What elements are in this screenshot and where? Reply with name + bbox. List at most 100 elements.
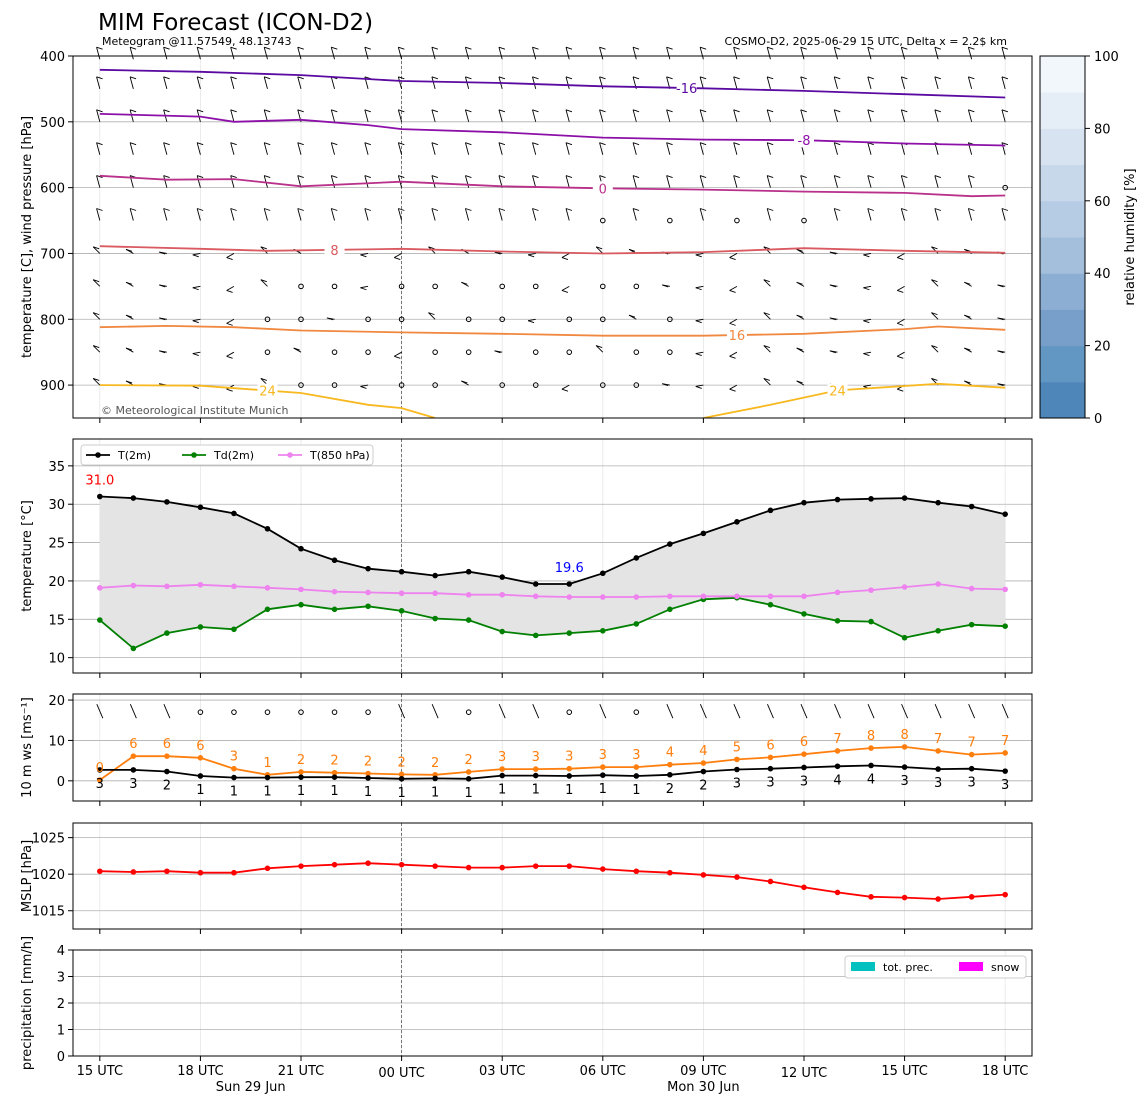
wind-barb-icon	[1001, 208, 1006, 221]
wind-barb-icon	[599, 47, 604, 60]
wind-barb-flag	[264, 76, 271, 80]
wind-barb-flag	[197, 109, 204, 113]
copyright-label: © Meteorological Institute Munich	[101, 404, 288, 417]
wind-barb-flag	[498, 76, 506, 80]
wind-barb-icon	[666, 142, 671, 155]
wind-barb-flag	[763, 279, 770, 283]
colorbar-label: relative humidity [%]	[1123, 168, 1138, 305]
wind-value-label: 1	[565, 783, 573, 798]
chart-subtitle-right: COSMO-D2, 2025-06-29 15 UTC, Delta x = 2…	[724, 35, 1007, 48]
wind-barb-flag	[331, 109, 338, 113]
wind-barb-icon	[565, 142, 570, 155]
wind-barb-icon	[92, 279, 101, 287]
data-point	[868, 762, 874, 769]
wind-barb-icon	[931, 246, 939, 254]
gust-value-label: 0	[96, 761, 104, 776]
wind-barb-flag	[733, 142, 740, 146]
wind-barb-icon	[263, 109, 268, 122]
data-point	[365, 770, 371, 777]
wind-barb-icon	[733, 109, 738, 122]
wind-barb-flag	[897, 322, 904, 326]
calm-wind-icon	[1002, 184, 1008, 191]
wind-barb-icon	[901, 703, 908, 719]
data-point	[97, 868, 103, 875]
wind-barb-icon	[431, 208, 436, 221]
wind-barb-flag	[264, 175, 271, 179]
wind-barb-flag	[125, 314, 133, 318]
data-point	[968, 894, 975, 900]
data-point	[700, 872, 707, 878]
data-point	[633, 621, 640, 627]
series-line	[99, 495, 1006, 585]
wind-barb-icon	[360, 253, 369, 256]
wind-barb-flag	[431, 175, 439, 179]
wind-barb-flag	[532, 109, 539, 113]
calm-wind-icon	[633, 709, 640, 715]
wind-barb-flag	[297, 142, 304, 146]
wind-barb-flag	[129, 208, 137, 211]
data-point	[801, 593, 807, 600]
isotherm-label-bg	[676, 80, 697, 95]
wind-barb-icon	[867, 109, 872, 122]
y-tick-label: 1020	[32, 868, 65, 883]
wind-barb-flag	[964, 248, 971, 252]
wind-barb-flag	[931, 246, 938, 250]
y-tick-label: 15	[48, 613, 65, 628]
colorbar-tick-label: 80	[1094, 122, 1111, 137]
wind-barb-flag	[964, 314, 971, 318]
y-tick-label: 500	[40, 116, 65, 131]
wind-barb-flag	[800, 175, 807, 179]
wind-barb-icon	[967, 175, 973, 188]
data-point	[700, 768, 707, 775]
colorbar-swatch	[1040, 128, 1085, 166]
data-point	[398, 771, 405, 778]
data-point	[264, 606, 271, 613]
wind-barb-flag	[901, 76, 908, 80]
wind-barb-icon	[934, 175, 939, 188]
wind-value-label: 3	[900, 774, 908, 789]
wind-barb-icon	[729, 351, 738, 357]
calm-wind-icon	[398, 283, 405, 290]
wind-barb-flag	[729, 388, 736, 392]
wind-barb-icon	[934, 208, 939, 221]
wind-barb-icon	[129, 76, 134, 90]
data-point	[566, 773, 573, 779]
data-point	[499, 864, 506, 871]
wind-barb-icon	[800, 175, 805, 188]
isotherm-label: 24	[259, 385, 276, 400]
wind-value-label: 3	[129, 777, 137, 792]
wind-barb-icon	[565, 76, 570, 90]
colorbar-swatch	[1040, 200, 1085, 238]
data-point	[834, 748, 841, 754]
wind-barb-flag	[398, 46, 405, 50]
wind-barb-icon	[833, 76, 838, 90]
calm-wind-icon	[365, 709, 371, 715]
wind-barb-flag	[800, 109, 807, 113]
wind-barb-icon	[96, 208, 101, 221]
y-axis-label: MSLP [hPa]	[20, 840, 35, 912]
wind-barb-icon	[532, 208, 537, 221]
wind-barb-flag	[829, 350, 837, 354]
wind-barb-icon	[632, 175, 637, 188]
gust-value-label: 3	[230, 750, 238, 765]
wind-barb-flag	[628, 314, 636, 318]
date-label: Sun 29 Jun	[216, 1080, 286, 1095]
data-point	[667, 761, 673, 768]
data-point	[901, 744, 908, 750]
wind-barb-flag	[163, 109, 170, 113]
data-point	[532, 581, 539, 587]
data-point	[1002, 768, 1008, 774]
wind-barb-icon	[431, 142, 436, 155]
calm-wind-icon	[599, 382, 606, 388]
wind-value-label: 1	[465, 786, 473, 801]
gust-value-label: 3	[599, 748, 607, 763]
calm-wind-icon	[331, 709, 338, 715]
wind-barb-flag	[96, 208, 103, 211]
y-tick-label: 1	[57, 1024, 65, 1039]
wind-barb-flag	[297, 175, 304, 179]
x-tick-label: 15 UTC	[77, 1064, 123, 1079]
legend-swatch	[959, 962, 983, 971]
wind-barb-icon	[464, 109, 470, 122]
wind-barb-icon	[92, 246, 101, 254]
data-point	[734, 519, 740, 525]
